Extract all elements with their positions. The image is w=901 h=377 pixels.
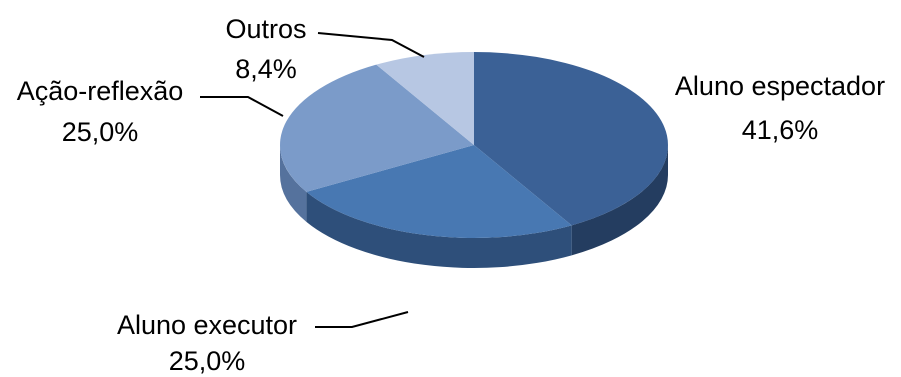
leader-acao-reflexao [200,96,284,117]
slice-label-outros: Outros [225,14,306,44]
slice-value-acao-reflexao: 25,0% [62,117,139,147]
slice-label-acao-reflexao: Ação-reflexão [17,76,184,106]
pie-slice-acao-reflexao [280,64,474,192]
slice-value-aluno-espectador: 41,6% [742,115,819,145]
pie-slices [280,52,668,238]
pie-slice-aluno-espectador [474,52,668,226]
slice-label-aluno-espectador: Aluno espectador [675,71,885,101]
pie-slice-outros [376,52,474,145]
slice-value-outros: 8,4% [235,54,297,84]
pie-side-aluno-executor [306,191,572,268]
pie-side-aluno-espectador [571,145,668,256]
slice-value-aluno-executor: 25,0% [169,346,246,376]
pie-3d-sides [280,145,668,268]
leader-aluno-executor [315,311,409,328]
pie-side-acao-reflexao [280,145,307,222]
slice-label-aluno-executor: Aluno executor [117,310,297,340]
pie-slice-aluno-executor [306,145,572,238]
leader-lines [200,32,425,328]
leader-outros [317,32,425,58]
